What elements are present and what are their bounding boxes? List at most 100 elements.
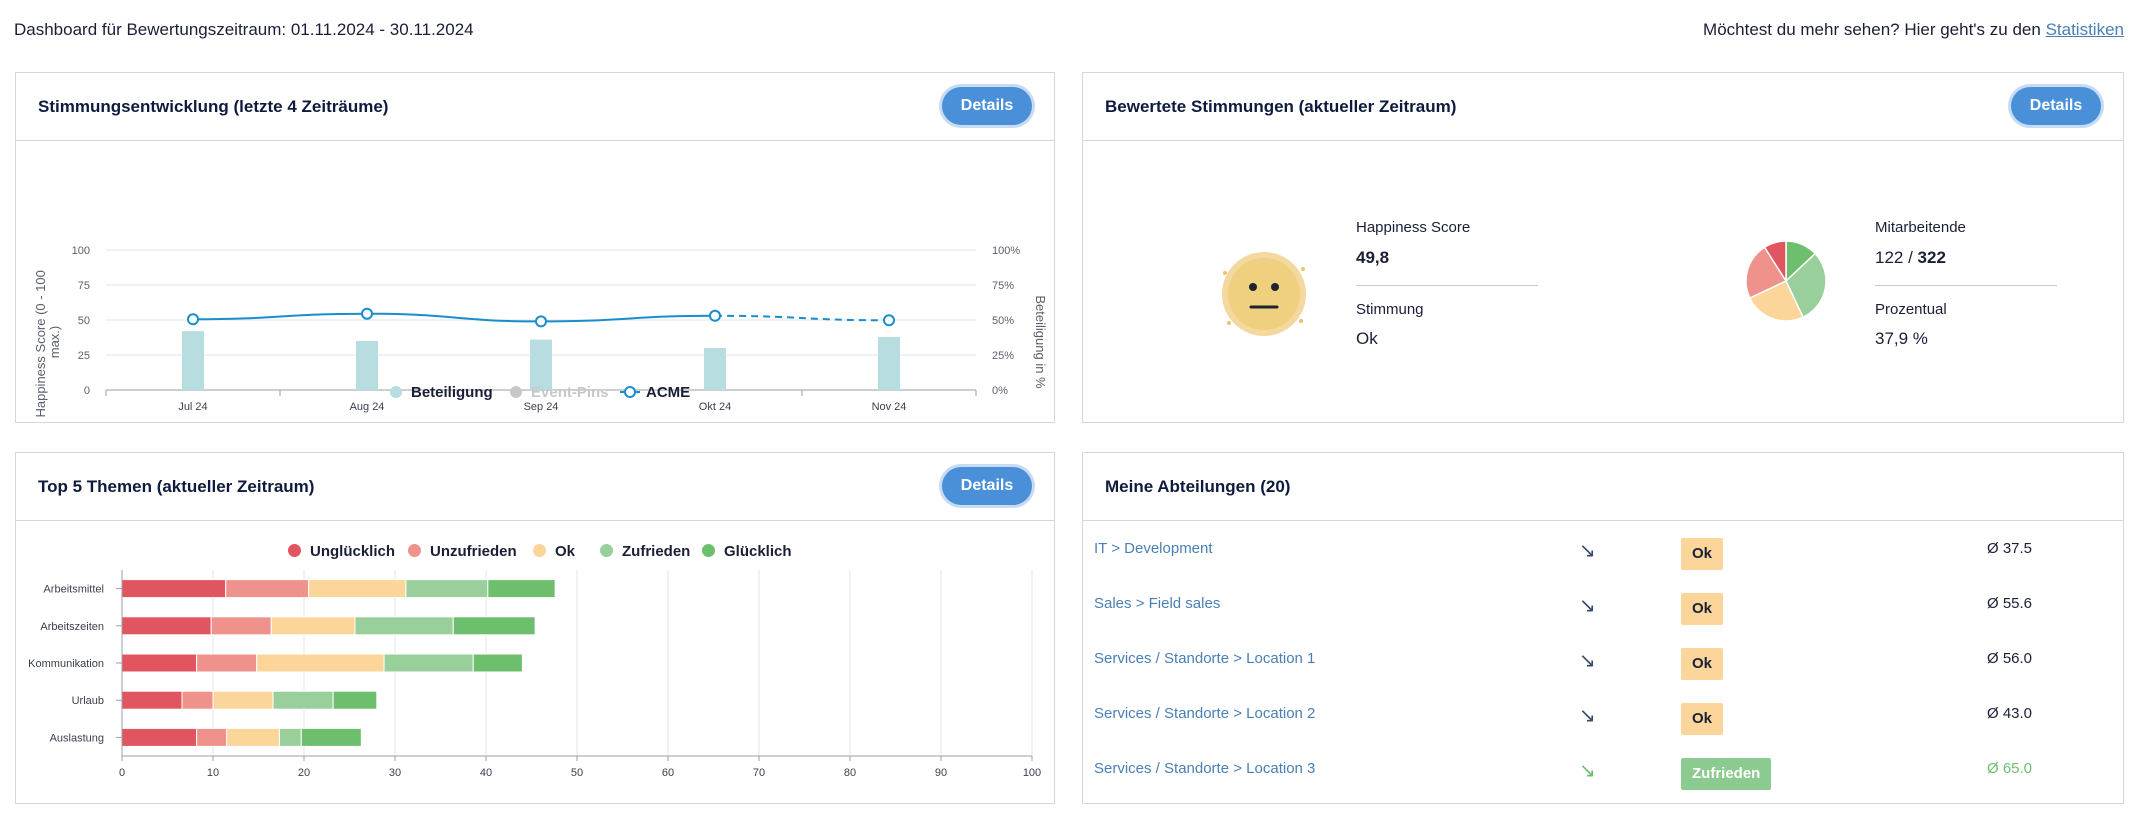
acme-point[interactable] [709,309,721,322]
topics-bar-segment[interactable] [256,653,385,673]
legend-event-pins-dot[interactable] [510,386,522,398]
topics-x-tick: 60 [662,767,674,779]
topics-bar-segment[interactable] [383,653,474,673]
legend-color-dot [702,544,715,557]
department-row[interactable]: Services / Standorte > Location 1 ↘ Ok Ø 56… [1083,636,2123,691]
department-average-score: Ø 56.0 [1987,650,2033,667]
department-name-link[interactable]: Sales > Field sales [1094,595,1221,612]
statistics-link[interactable]: Statistiken [2045,20,2124,39]
topics-bar-segment[interactable] [226,727,280,747]
topics-x-tick: 50 [571,767,583,779]
trend-x-tick: Aug 24 [350,401,385,413]
department-row[interactable]: Sales > Field sales ↘ Ok Ø 55.6 [1083,581,2123,636]
trend-arrow-icon: ↘ [1579,595,1596,617]
topics-bar-segment[interactable] [121,616,212,636]
department-name-link[interactable]: IT > Development [1094,540,1213,557]
department-name-link[interactable]: Services / Standorte > Location 3 [1094,760,1316,777]
trend-card-title: Stimmungsentwicklung (letzte 4 Zeiträume… [38,97,389,116]
department-name-link[interactable]: Services / Standorte > Location 1 [1094,650,1316,667]
topics-legend-item[interactable]: Unzufrieden [408,543,517,560]
trend-y-tick: 25 [78,350,90,362]
topics-legend-item[interactable]: Glücklich [702,543,792,560]
trend-y2-axis-title: Beteiligung in % [1033,295,1048,389]
mood-pie-chart [1745,240,1827,322]
topics-bar-segment[interactable] [272,690,334,710]
happiness-score-value: 49,8 [1356,248,1389,268]
department-name-link[interactable]: Services / Standorte > Location 2 [1094,705,1316,722]
pie-slice-ok[interactable] [1748,280,1805,322]
legend-event-pins[interactable]: Event-Pins [531,384,609,401]
topics-bar-segment[interactable] [270,616,356,636]
percent-label: Prozentual [1875,301,1947,318]
pie-slice-unzufrieden[interactable] [1745,246,1788,300]
statistics-hint-text: Möchtest du mehr sehen? Hier geht's zu d… [1703,20,2041,39]
participation-bar[interactable] [530,339,552,390]
pie-slice-ungluecklich[interactable] [1763,240,1787,284]
topics-bar-segment[interactable] [405,579,489,599]
topics-bar-segment[interactable] [196,727,228,747]
mood-card-header: Bewertete Stimmungen (aktueller Zeitraum… [1083,73,2123,141]
acme-point[interactable] [883,314,895,327]
topics-x-tick: 90 [935,767,947,779]
topics-bar-segment[interactable] [354,616,454,636]
topics-bar-segment[interactable] [300,727,362,747]
acme-point[interactable] [187,313,199,326]
topics-bar-segment[interactable] [121,727,198,747]
trend-card-header: Stimmungsentwicklung (letzte 4 Zeiträume… [16,73,1054,141]
participation-bar[interactable] [182,331,204,390]
trend-chart: 0 0% 25 25% 50 50% 75 75% 100 100% Jul 24 Aug 24 Sep… [33,245,1048,418]
topics-y-tick: Urlaub [72,695,104,707]
topics-legend-item[interactable]: Zufrieden [600,543,690,560]
legend-participation-dot[interactable] [390,386,402,398]
topics-bar-segment[interactable] [121,579,227,599]
trend-y-axis-title-line1: Happiness Score (0 - 100 [33,270,48,417]
trend-details-button[interactable]: Details [942,87,1032,125]
legend-color-dot [533,544,546,557]
topics-x-tick: 80 [844,767,856,779]
topics-bar-segment[interactable] [332,690,378,710]
topics-details-button[interactable]: Details [942,467,1032,505]
legend-acme-dot[interactable] [624,386,636,398]
topics-legend-item[interactable]: Ok [533,543,575,560]
topics-bar-segment[interactable] [225,579,310,599]
mood-card: Bewertete Stimmungen (aktueller Zeitraum… [1082,72,2124,423]
topics-bar-segment[interactable] [487,579,556,599]
topics-bar-segment[interactable] [196,653,258,673]
department-row[interactable]: Services / Standorte > Location 2 ↘ Ok Ø 43… [1083,691,2123,746]
topics-bar-segment[interactable] [181,690,214,710]
trend-y-tick: 100 [72,245,90,257]
participation-bar[interactable] [878,336,900,390]
topics-y-tick: Kommunikation [28,658,104,670]
mood-details-button[interactable]: Details [2011,87,2101,125]
acme-point[interactable] [535,315,547,328]
acme-point[interactable] [361,307,373,320]
topics-bar-segment[interactable] [308,579,407,599]
legend-color-dot [408,544,421,557]
legend-label: Unzufrieden [430,543,517,560]
trend-y2-tick: 25% [992,350,1014,362]
mood-status-badge: Ok [1681,593,1724,625]
topics-legend-item[interactable]: Unglücklich [288,543,395,560]
topics-bar-segment[interactable] [278,727,302,747]
trend-y2-tick: 100% [992,245,1020,257]
department-average-score: Ø 37.5 [1987,540,2033,557]
trend-y-axis-title: Happiness Score (0 - 100 max.) [33,266,62,417]
department-row[interactable]: Services / Standorte > Location 3 ↘ Zufrie… [1083,746,2123,801]
topics-bar-segment[interactable] [210,616,272,636]
legend-acme[interactable]: ACME [646,384,690,401]
departments-card: Meine Abteilungen (20) IT > Development ↘… [1082,452,2124,804]
topics-card-header: Top 5 Themen (aktueller Zeitraum) Detail… [16,453,1054,521]
departments-list: IT > Development ↘ Ok Ø 37.5 Sales > Field s… [1083,522,2123,803]
topics-bar-segment[interactable] [121,690,183,710]
dashboard-title: Dashboard für Bewertungszeitraum: 01.11.… [14,20,474,39]
happiness-score-label: Happiness Score [1356,219,1471,236]
topics-bar-segment[interactable] [212,690,274,710]
topics-bar-segment[interactable] [472,653,523,673]
participation-bar[interactable] [704,348,726,390]
topics-bar-segment[interactable] [121,653,198,673]
department-row[interactable]: IT > Development ↘ Ok Ø 37.5 [1083,526,2123,581]
top-bar: Dashboard für Bewertungszeitraum: 01.11.… [14,0,2124,62]
participation-bar[interactable] [356,341,378,390]
topics-bar-segment[interactable] [452,616,536,636]
legend-participation[interactable]: Beteiligung [411,384,493,401]
